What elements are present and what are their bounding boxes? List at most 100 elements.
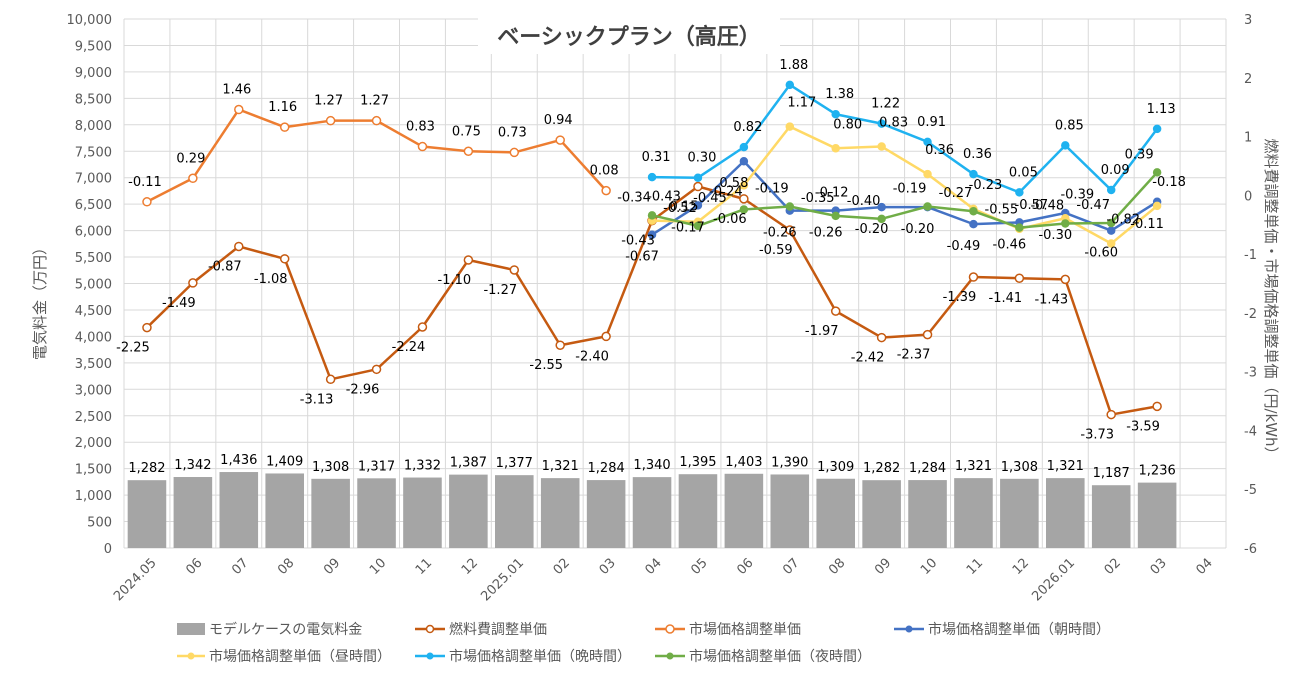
line-data-label: -3.73 <box>1080 428 1114 443</box>
line-data-label: 0.80 <box>833 117 862 132</box>
bar <box>678 474 718 548</box>
y-axis-right-label: 燃料費調整単価・市場価格調整単価（円/kWh） <box>1262 138 1280 461</box>
legend-label-fuel: 燃料費調整単価 <box>449 621 547 638</box>
x-tick-label: 04 <box>1193 556 1215 578</box>
line-data-label: -0.19 <box>893 182 927 197</box>
bar-label: 1,409 <box>266 454 303 469</box>
bar <box>770 474 810 548</box>
series-point <box>463 146 474 156</box>
line-data-label: -0.17 <box>671 220 705 235</box>
series-point <box>922 329 933 340</box>
series-point <box>1152 168 1162 177</box>
line-data-label: -0.43 <box>647 190 681 205</box>
series-point <box>693 221 703 231</box>
line-data-label: 1.27 <box>360 94 389 109</box>
y-axis-left-label: 電気料金（万円） <box>31 240 49 360</box>
line-data-label: -1.49 <box>162 296 196 311</box>
series-point <box>693 181 703 192</box>
series-point <box>876 332 887 343</box>
y-tick-right: -6 <box>1244 542 1257 557</box>
x-tick-label: 11 <box>413 556 435 578</box>
series-point <box>877 202 886 212</box>
series-point <box>417 141 428 152</box>
series-point <box>785 80 795 90</box>
line-data-label: -1.97 <box>805 324 839 339</box>
series-point <box>188 278 198 288</box>
y-tick-left: 7,000 <box>75 172 112 187</box>
series-point <box>463 255 474 265</box>
line-data-label: -0.26 <box>809 226 843 241</box>
y-tick-left: 8,500 <box>75 92 112 107</box>
legend-item-fuel: 燃料費調整単価 <box>415 621 547 638</box>
series-point <box>1152 401 1162 412</box>
line-data-label: 1.38 <box>825 87 854 102</box>
series-point <box>1061 219 1070 228</box>
line-data-label: -2.96 <box>346 382 380 397</box>
legend-label-night: 市場価格調整単価（夜時間） <box>689 648 871 665</box>
x-tick-label: 09 <box>872 556 894 578</box>
line-data-label: -0.11 <box>1130 217 1164 232</box>
legend-item-evening: 市場価格調整単価（晩時間） <box>415 648 631 665</box>
bar <box>357 478 396 548</box>
bar-label: 1,308 <box>312 460 349 475</box>
line-data-label: -2.25 <box>116 341 150 356</box>
y-tick-right: 0 <box>1244 189 1252 204</box>
bar <box>1091 485 1131 548</box>
series-point <box>831 109 840 119</box>
bar-label: 1,282 <box>128 461 165 476</box>
line-data-label: -1.39 <box>943 290 977 305</box>
series-point <box>1106 218 1116 228</box>
bar-label: 1,187 <box>1093 466 1130 481</box>
bar-label: 1,321 <box>955 459 992 474</box>
y-tick-left: 1,500 <box>75 463 112 478</box>
line-data-label: 0.91 <box>917 115 946 130</box>
line-data-label: 0.05 <box>1009 165 1038 180</box>
x-tick-label: 08 <box>826 556 848 578</box>
x-tick-label: 03 <box>1148 556 1170 578</box>
bar <box>403 477 442 548</box>
y-tick-left: 2,000 <box>75 436 112 451</box>
y-tick-right: -4 <box>1244 424 1257 439</box>
line-data-label: -0.48 <box>1030 199 1064 214</box>
bar <box>127 480 167 548</box>
y-tick-left: 2,500 <box>75 410 112 425</box>
data-labels: 1,282 1,342 1,436 1,409 1,308 1,317 1,332 1,387… <box>116 58 1186 481</box>
bar-label: 1,340 <box>633 458 670 473</box>
series-point <box>785 225 795 235</box>
line-data-label: -0.40 <box>847 194 881 209</box>
series-point <box>142 322 152 333</box>
line-data-label: -1.43 <box>1034 292 1068 307</box>
x-tick-label: 09 <box>321 556 343 578</box>
line-data-label: -0.20 <box>901 222 935 237</box>
bar <box>1000 478 1039 548</box>
series-point <box>417 322 428 332</box>
line-data-label: 0.82 <box>733 120 762 135</box>
x-tick-label: 2024.05 <box>111 556 160 605</box>
line-data-label: -0.55 <box>985 203 1019 218</box>
bar <box>1046 478 1085 548</box>
y-tick-left: 5,000 <box>75 278 112 293</box>
series-point <box>831 144 840 153</box>
bar-label: 1,282 <box>863 461 900 476</box>
bar-label: 1,309 <box>817 460 854 475</box>
legend-item-morning: 市場価格調整単価（朝時間） <box>894 621 1110 638</box>
line-data-label: 0.85 <box>1055 118 1084 133</box>
series-point <box>509 147 520 158</box>
series-point <box>1061 141 1070 150</box>
bar-label: 1,387 <box>450 456 487 471</box>
series-point <box>877 119 886 128</box>
line-data-label: -0.30 <box>1038 228 1072 243</box>
line-data-label: 1.22 <box>871 97 900 112</box>
line-data-label: -2.24 <box>392 340 426 355</box>
extra-data-label: -0.12 <box>815 185 849 200</box>
series-point <box>142 197 152 207</box>
line-data-label: 1.16 <box>268 100 297 115</box>
series-point <box>923 202 932 211</box>
series-point <box>325 115 336 126</box>
x-tick-label: 2025.01 <box>478 556 527 605</box>
bar <box>632 477 672 548</box>
line-data-label: -0.27 <box>939 186 973 201</box>
y-tick-left: 6,500 <box>75 198 112 213</box>
series-point <box>739 142 749 152</box>
series-point <box>234 104 244 115</box>
